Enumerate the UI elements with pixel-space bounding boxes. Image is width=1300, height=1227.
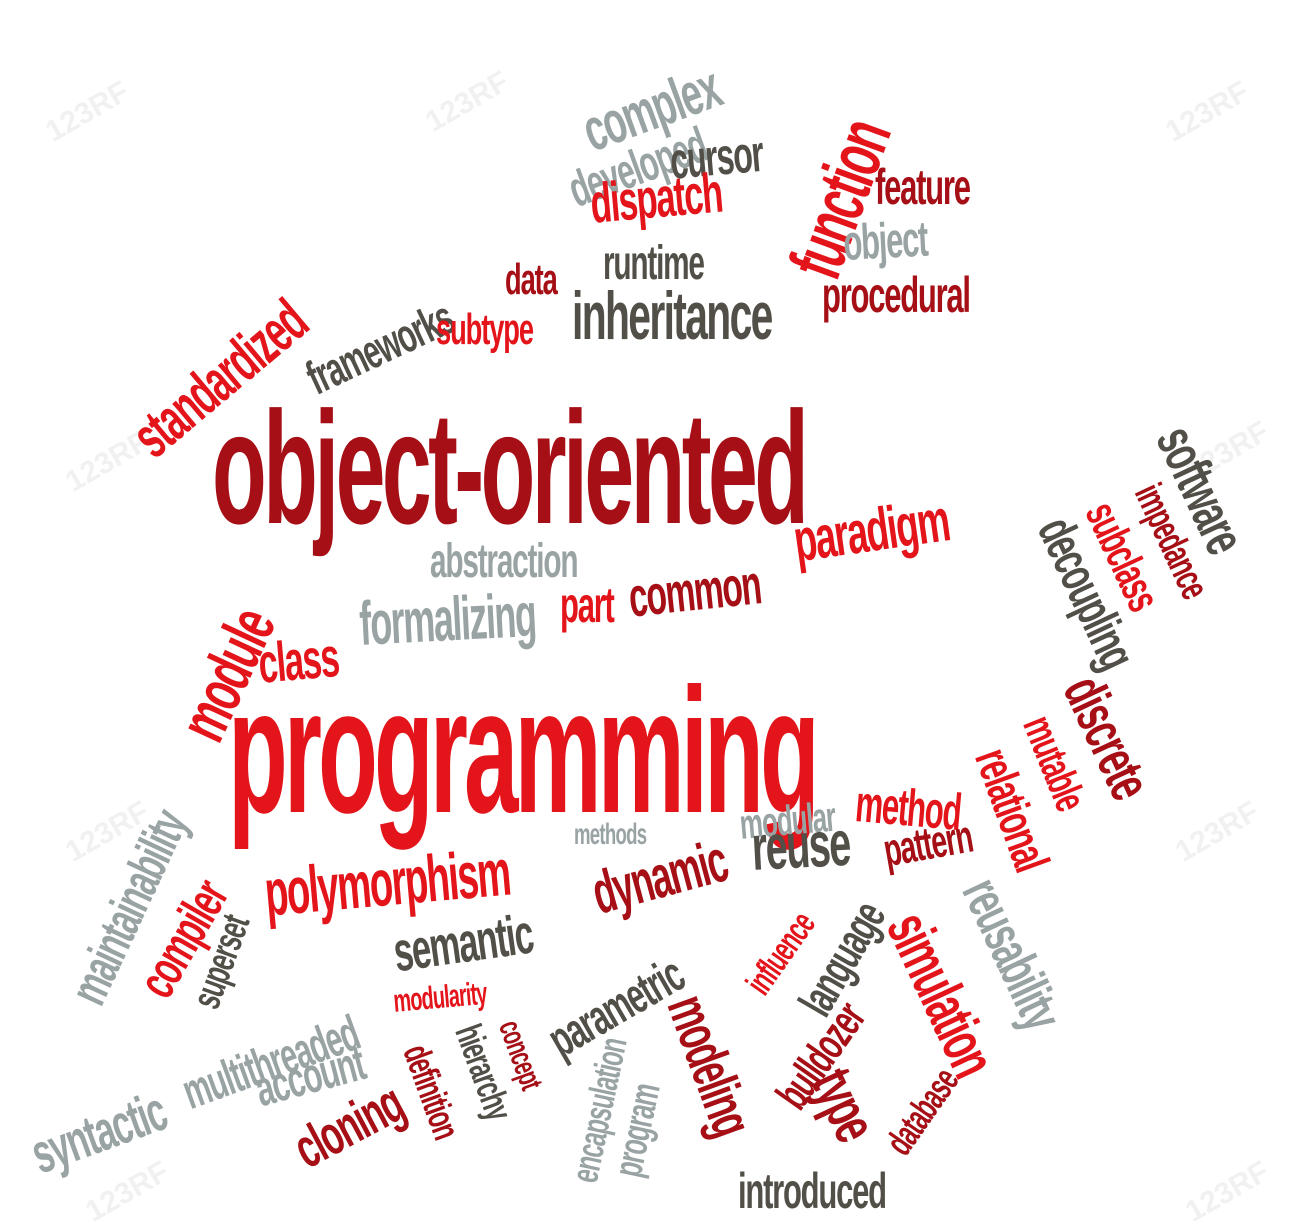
word-reuse: reuse <box>749 806 852 884</box>
word-feature: feature <box>875 159 971 215</box>
watermark: 123RF <box>1160 74 1255 149</box>
word-object-oriented: object-oriented <box>212 378 809 557</box>
word-semantic: semantic <box>389 901 537 984</box>
word-pattern: pattern <box>879 809 976 877</box>
word-modularity: modularity <box>391 974 489 1019</box>
word-procedural: procedural <box>822 267 971 323</box>
word-part: part <box>560 577 615 633</box>
word-database: database <box>878 1061 968 1163</box>
watermark: 123RF <box>1170 794 1265 869</box>
word-programming: programming <box>228 651 820 850</box>
watermark: 123RF <box>1180 1154 1275 1227</box>
word-runtime: runtime <box>603 237 705 290</box>
word-formalizing: formalizing <box>357 580 538 659</box>
word-inheritance: inheritance <box>572 278 773 354</box>
watermark: 123RF <box>40 74 135 149</box>
watermark: 123RF <box>420 64 515 139</box>
word-data: data <box>505 255 558 304</box>
word-paradigm: paradigm <box>789 486 953 575</box>
word-subtype: subtype <box>436 305 534 354</box>
word-object: object <box>841 210 929 271</box>
word-introduced: introduced <box>738 1163 887 1219</box>
word-dispatch: dispatch <box>587 160 725 235</box>
word-common: common <box>625 552 764 629</box>
word-abstraction: abstraction <box>430 535 579 588</box>
word-modeling: modeling <box>654 986 765 1144</box>
word-methods: methods <box>574 818 647 851</box>
